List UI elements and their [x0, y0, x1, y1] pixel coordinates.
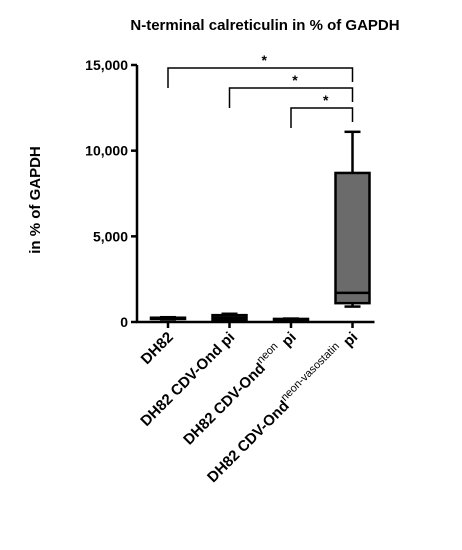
significance-label: *	[323, 92, 329, 108]
x-tick-label: DH82 CDV-Ondneonpi	[178, 327, 300, 449]
box	[334, 171, 371, 305]
x-tick-label-after: pi	[278, 329, 299, 350]
y-tick-label: 0	[120, 314, 128, 330]
chart-title: N-terminal calreticulin in % of GAPDH	[130, 17, 399, 34]
y-tick-label: 15,000	[85, 57, 128, 73]
x-tick-label-sup: neon-vasostatin	[279, 340, 342, 403]
x-tick-label-after: pi	[340, 329, 361, 350]
significance-bracket	[290, 107, 354, 128]
y-tick-label: 10,000	[85, 143, 128, 159]
x-tick-label: DH82	[138, 329, 177, 368]
significance-bracket	[167, 67, 354, 88]
significance-bracket	[228, 87, 354, 108]
x-tick-label-text: DH82	[138, 329, 177, 368]
x-tick-label-sup: neon	[255, 340, 281, 366]
y-axis-label: in % of GAPDH	[27, 146, 44, 254]
significance-label: *	[262, 52, 268, 68]
significance-label: *	[292, 72, 298, 88]
y-tick-label: 5,000	[93, 228, 128, 244]
